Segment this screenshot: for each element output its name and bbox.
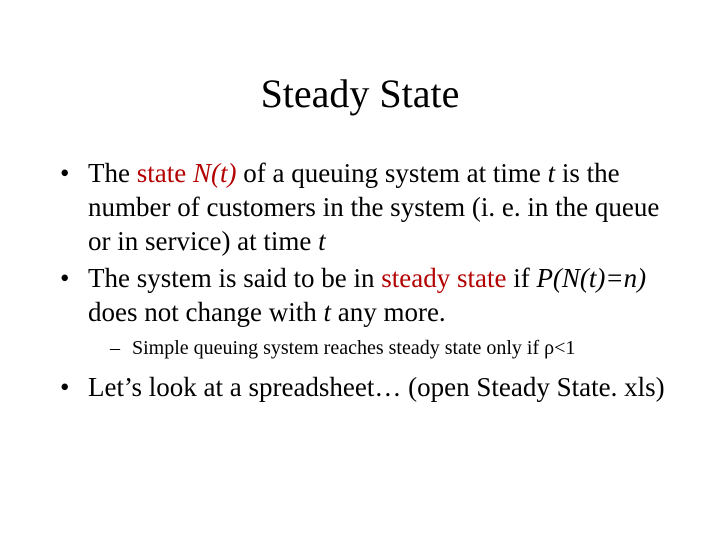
- text-run: state: [137, 158, 193, 188]
- slide: Steady State The state N(t) of a queuing…: [0, 0, 720, 540]
- text-run: steady state: [381, 263, 506, 293]
- text-run: t: [323, 297, 331, 327]
- text-run: <1: [554, 337, 575, 359]
- text-run: The system is said to be in: [88, 263, 381, 293]
- bullet-item: The system is said to be in steady state…: [60, 262, 670, 361]
- text-run: Simple queuing system reaches steady sta…: [132, 337, 544, 359]
- text-run: if: [506, 263, 536, 293]
- bullet-item: The state N(t) of a queuing system at ti…: [60, 157, 670, 258]
- text-run: P(N(t)=n): [536, 263, 646, 293]
- text-run: The: [88, 158, 137, 188]
- text-run: Let’s look at a spreadsheet… (open Stead…: [88, 372, 665, 402]
- text-run: does not change with: [88, 297, 323, 327]
- text-run: of a queuing system at time: [236, 158, 547, 188]
- slide-title: Steady State: [50, 70, 670, 117]
- text-run: ρ: [544, 337, 554, 359]
- bullet-item: Let’s look at a spreadsheet… (open Stead…: [60, 371, 670, 405]
- text-run: any more.: [331, 297, 446, 327]
- text-run: N(t): [193, 158, 237, 188]
- bullet-list: The state N(t) of a queuing system at ti…: [60, 157, 670, 405]
- sub-bullet-list: Simple queuing system reaches steady sta…: [110, 336, 670, 361]
- sub-bullet-item: Simple queuing system reaches steady sta…: [110, 336, 670, 361]
- text-run: t: [318, 226, 326, 256]
